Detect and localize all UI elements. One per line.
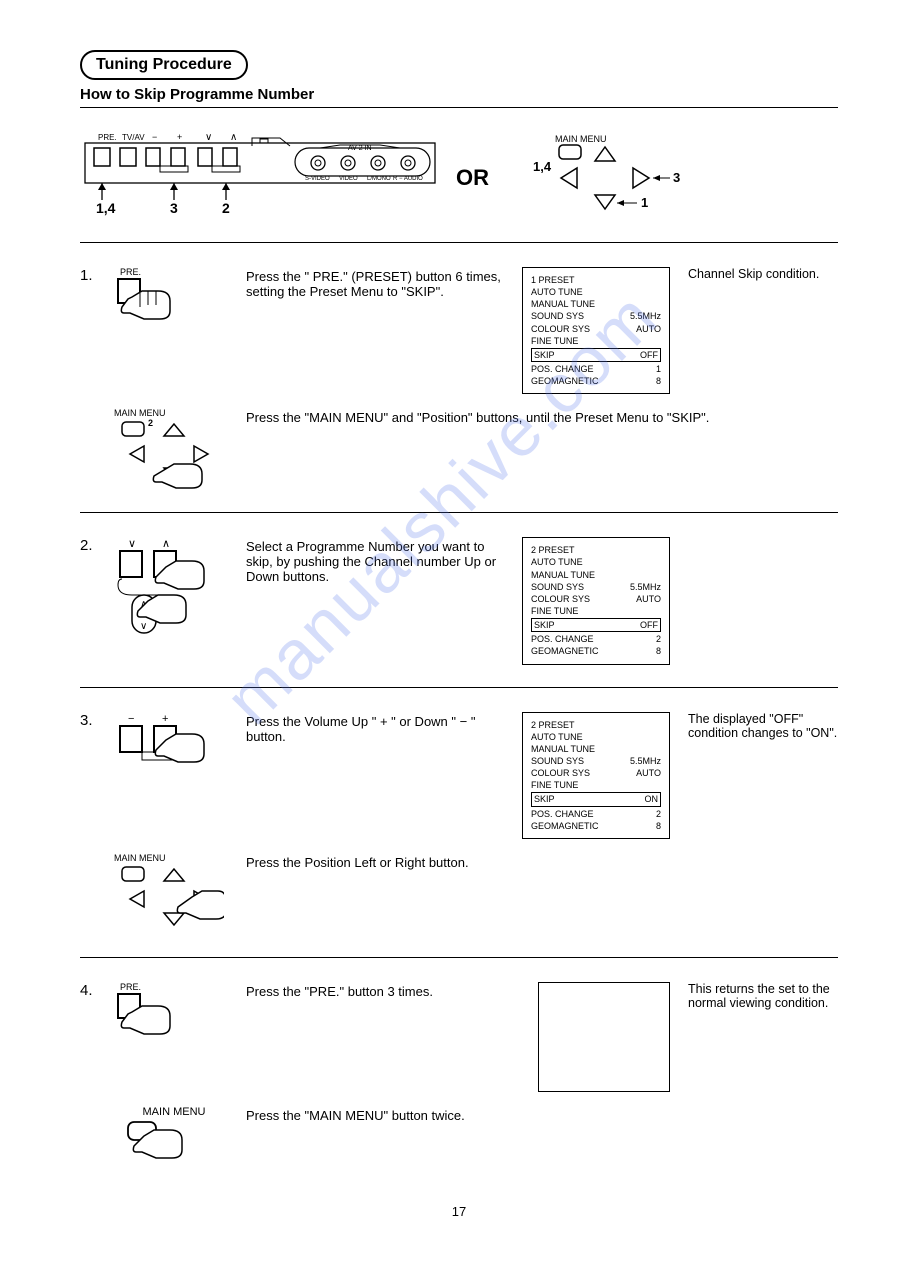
svg-text:−: − [128,713,134,725]
section-subtitle: How to Skip Programme Number [80,86,838,108]
side-note: This returns the set to the normal viewi… [682,982,838,1092]
blank-screen [538,982,670,1092]
or-label: OR [456,165,489,191]
side-note [682,537,838,664]
main-menu-label: MAIN MENU [555,134,607,144]
pre-button-graphic: PRE. [114,982,234,1092]
svg-text:∨: ∨ [128,538,136,550]
panel-label-pre: PRE. [98,133,117,142]
svg-text:+: + [162,713,168,725]
step-4: 4. PRE. Press the "PRE." button 3 times.… [80,972,838,1100]
position-cluster-graphic: MAIN MENU [114,853,234,937]
svg-text:AV 2 IN: AV 2 IN [348,145,372,152]
svg-text:1,4: 1,4 [533,159,552,174]
main-menu-cluster-graphic: MAIN MENU 2 [114,408,234,492]
step-number: 3. [80,712,102,839]
step-text: Press the Volume Up " + " or Down " − " … [246,712,510,839]
separator [80,512,838,513]
step-text: Press the "MAIN MENU" and "Position" but… [246,408,838,492]
separator [80,242,838,243]
side-note: Channel Skip condition. [682,267,838,394]
step-text: Press the "PRE." button 3 times. [246,982,526,1092]
svg-text:3: 3 [170,200,178,216]
svg-text:L/MONO: L/MONO [367,176,391,182]
step-1b: MAIN MENU 2 Press the "MAIN MENU" and "P… [114,402,838,498]
step-number: 1. [80,267,102,394]
svg-text:R − AUDIO: R − AUDIO [393,176,423,182]
osd-menu: 1 PRESET AUTO TUNE MANUAL TUNE SOUND SYS… [522,267,670,394]
svg-text:TV/AV: TV/AV [122,133,145,142]
svg-text:∧: ∧ [162,538,170,550]
svg-text:VIDEO: VIDEO [339,176,358,182]
svg-text:∧: ∧ [230,132,237,143]
svg-text:3: 3 [673,170,680,185]
svg-text:1: 1 [641,195,648,210]
pre-button-graphic: PRE. [114,267,234,394]
step-number: 4. [80,982,102,1092]
front-panel-diagram: PRE. TV/AV − + ∨ ∧ AV 2 IN [80,128,430,228]
page-number: 17 [80,1204,838,1219]
step-3: 3. −+ Press the Volume Up " + " or Down … [80,702,838,847]
volume-buttons-graphic: −+ [114,712,234,839]
svg-text:∨: ∨ [140,621,147,632]
step-text: Press the Position Left or Right button. [246,853,838,937]
top-panel-row: PRE. TV/AV − + ∨ ∧ AV 2 IN [80,128,838,228]
step-text: Press the " PRE." (PRESET) button 6 time… [246,267,510,394]
svg-text:S-VIDEO: S-VIDEO [305,176,330,182]
svg-text:1,4: 1,4 [96,200,116,216]
separator [80,957,838,958]
svg-text:∨: ∨ [205,132,212,143]
section-title-pill: Tuning Procedure [80,50,248,80]
step-4b: MAIN MENU Press the "MAIN MENU" button t… [114,1100,838,1176]
step-3b: MAIN MENU Press the Position Left or Rig… [114,847,838,943]
step-text: Press the "MAIN MENU" button twice. [246,1106,838,1170]
svg-text:−: − [152,132,157,142]
nav-button-cluster: MAIN MENU 1,4 3 1 [515,133,655,223]
svg-text:+: + [177,132,182,142]
channel-buttons-graphic: ∨∧ ∧∨ [114,537,234,664]
step-number: 2. [80,537,102,664]
side-note: The displayed "OFF" condition changes to… [682,712,838,839]
step-2: 2. ∨∧ ∧∨ Select a Programme Number you w… [80,527,838,672]
separator [80,687,838,688]
osd-menu: 2 PRESET AUTO TUNE MANUAL TUNE SOUND SYS… [522,537,670,664]
svg-text:2: 2 [222,200,230,216]
step-1: 1. PRE. Press the " PRE." (PRESET) butto… [80,257,838,402]
osd-menu: 2 PRESET AUTO TUNE MANUAL TUNE SOUND SYS… [522,712,670,839]
main-menu-button-graphic: MAIN MENU [114,1106,234,1170]
step-text: Select a Programme Number you want to sk… [246,537,510,664]
svg-text:2: 2 [148,418,153,428]
